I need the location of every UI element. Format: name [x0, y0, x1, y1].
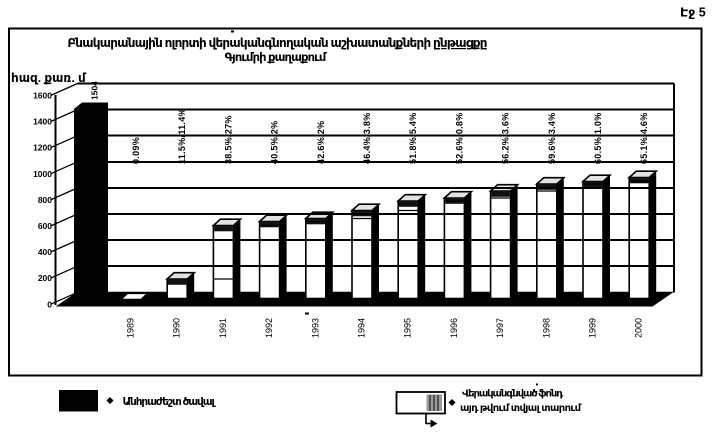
svg-text:1996: 1996 — [449, 318, 459, 338]
svg-text:Անհրաժեշտ ծավալ: Անհրաժեշտ ծավալ — [123, 396, 217, 408]
svg-text:38.5%/27%: 38.5%/27% — [223, 115, 233, 164]
svg-text:այդ թվում տվյալ տարում: այդ թվում տվյալ տարում — [460, 403, 582, 414]
svg-text:Էջ 5: Էջ 5 — [680, 6, 706, 20]
svg-text:1504: 1504 — [90, 81, 100, 100]
svg-text:800: 800 — [38, 195, 52, 205]
svg-text:1600: 1600 — [33, 91, 52, 101]
svg-text:1993: 1993 — [310, 318, 320, 338]
svg-text:40.5%/2%: 40.5%/2% — [270, 121, 280, 164]
svg-text:200: 200 — [38, 273, 52, 283]
svg-text:1000: 1000 — [33, 169, 52, 179]
svg-text:1400: 1400 — [33, 117, 52, 127]
svg-text:42.6%/2%: 42.6%/2% — [316, 121, 326, 164]
svg-text:0: 0 — [47, 299, 52, 309]
svg-text:600: 600 — [38, 221, 52, 231]
svg-text:1991: 1991 — [218, 318, 228, 338]
svg-text:Բնակարանային ոլորտի վերականգնո: Բնակարանային ոլորտի վերականգնողական աշխա… — [67, 36, 486, 50]
svg-text:Վերականգնված ֆոնդ: Վերականգնված ֆոնդ — [462, 389, 564, 400]
svg-text:2000: 2000 — [634, 318, 644, 338]
svg-text:46.4%/3.8%: 46.4%/3.8% — [362, 112, 372, 164]
svg-text:1999: 1999 — [588, 318, 598, 338]
svg-text:1990: 1990 — [172, 318, 182, 338]
svg-text:1992: 1992 — [264, 318, 274, 338]
svg-text:հազ. քառ. մ: հազ. քառ. մ — [11, 71, 87, 85]
svg-text:1989: 1989 — [126, 318, 136, 338]
svg-text:65.1%/4.6%: 65.1%/4.6% — [639, 112, 649, 164]
svg-text:1994: 1994 — [357, 318, 367, 338]
svg-text:1997: 1997 — [495, 318, 505, 338]
svg-text:11.5%/11.4%: 11.5%/11.4% — [177, 108, 187, 164]
svg-text:1200: 1200 — [33, 143, 52, 153]
svg-text:1998: 1998 — [541, 318, 551, 338]
svg-text:Գյումրի քաղաքում: Գյումրի քաղաքում — [225, 51, 328, 64]
svg-text:60.5%/1.0%: 60.5%/1.0% — [593, 112, 603, 164]
svg-text:400: 400 — [38, 247, 52, 257]
svg-text:0.09%: 0.09% — [131, 137, 141, 164]
svg-text:1995: 1995 — [403, 318, 413, 338]
svg-text:59.6%/3.4%: 59.6%/3.4% — [547, 112, 557, 164]
svg-text:56.2%/3.6%: 56.2%/3.6% — [501, 112, 511, 164]
svg-text:51.8%/5.4%: 51.8%/5.4% — [408, 112, 418, 164]
svg-text:52.6%/0.8%: 52.6%/0.8% — [454, 112, 464, 164]
